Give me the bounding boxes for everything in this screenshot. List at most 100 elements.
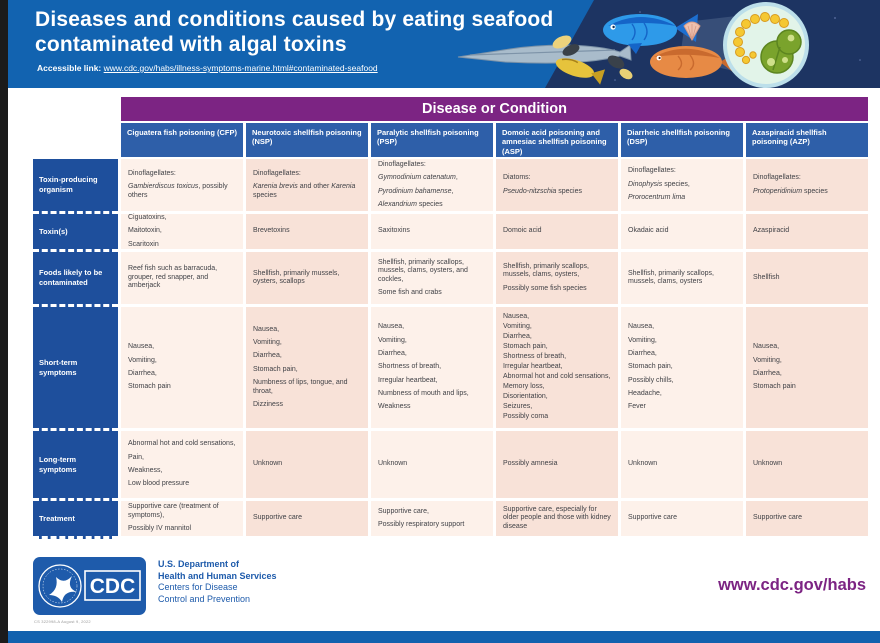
dept-line: Health and Human Services [158,570,277,581]
table-cell: Nausea, Vomiting, Diarrhea, Stomach pain, Nu… [246,307,368,431]
cell-line: Stomach pain, [253,365,298,373]
cell-line: Headache, [628,390,662,398]
table-cell: Shellfish, primarily scallops, mussels, … [496,252,618,307]
table-cell: Unknown [371,431,493,501]
table-cell: Supportive care, Possibly respiratory sup… [371,501,493,539]
header-banner: Diseases and conditions caused by eating… [8,0,880,88]
cell-line: Numbness of mouth and lips, [378,390,469,398]
row-header-label: Toxin-producing organism [39,175,98,194]
table-cell: Nausea, Vomiting, Diarrhea, Stomach pain, Po… [621,307,743,431]
cell-line: Dinoflagellates: [378,160,426,168]
footer-website-link[interactable]: www.cdc.gov/habs [718,576,866,594]
column-header-6: Azaspiracid shellfish poisoning (AZP) [746,123,868,159]
table-cell: Shellfish [746,252,868,307]
cell-line: Prorocentrum lima [628,194,686,202]
table-cell: Dinoflagellates: Protoperidinium species [746,159,868,214]
cell-line: Shortness of breath, [503,353,567,361]
cell-line: Dinoflagellates: [253,169,301,177]
cell-line: Shellfish, primarily mussels, oysters, s… [253,269,340,285]
cell-line: Scaritoxin [128,240,159,248]
cell-line: Abnormal hot and cold sensations, [503,373,611,381]
row-header-label: Treatment [39,513,75,523]
cell-line: Unknown [628,460,658,468]
cell-line: Possibly respiratory support [378,521,465,528]
cell-line: Possibly coma [503,413,549,421]
cell-line: Nausea, [128,343,155,351]
cell-line: Supportive care (treatment of symptoms), [128,503,219,519]
cell-line: Irregular heartbeat, [378,376,438,384]
table-cell: Supportive care [621,501,743,539]
cell-line: Diarrhea, [253,352,282,360]
cell-line: Supportive care, especially for older pe… [503,505,611,530]
column-header-1: Ciguatera fish poisoning (CFP) [121,123,243,159]
algae-cells-icon [760,29,802,74]
cell-line: Nausea, [378,323,405,331]
row-header-label: Long-term symptoms [39,454,77,474]
cell-line: Stomach pain [753,383,796,391]
accessible-link-label: Accessible link: [37,63,102,73]
cell-line: Domoic acid [503,227,542,235]
table-cell: Unknown [246,431,368,501]
cell-line: Stomach pain [128,383,171,391]
cell-line: Vomiting, [503,323,532,331]
yellow-fish-icon [555,58,606,85]
cell-line: Nausea, [628,323,655,331]
cell-line: Okadaic acid [628,227,669,235]
row-header-5: Long-term symptoms [33,431,118,501]
cell-line: Shellfish [753,273,780,281]
table-cell: Domoic acid [496,214,618,252]
cell-line: Weakness [378,403,411,411]
table-cell: Nausea, Vomiting, Diarrhea, Stomach pain [746,307,868,431]
cell-line: Nausea, [253,325,280,333]
cell-line: Reef fish such as barracuda, grouper, re… [128,265,218,290]
row-header-1: Toxin-producing organism [33,159,118,214]
table-cell: Abnormal hot and cold sensations, Pain, We… [121,431,243,501]
table-cell: Ciguatoxins, Maitotoxin, Scaritoxin [121,214,243,252]
column-header-2: Neurotoxic shellfish poisoning (NSP) [246,123,368,159]
cell-line: Gambierdiscus toxicus, possibly others [128,183,228,199]
cell-line: Pseudo-nitzschia species [503,187,582,195]
accessible-link-url[interactable]: www.cdc.gov/habs/illness-symptoms-marine… [103,63,378,73]
cell-line: Diarrhea, [128,370,157,377]
cell-line: Azaspiracid [753,227,790,235]
barracuda-icon [457,44,632,64]
table-cell: Shellfish, primarily mussels, oysters, s… [246,252,368,307]
table-cell: Dinoflagellates: Gymnodinium catenatum, Py… [371,159,493,214]
table-cell: Shellfish, primarily scallops, mussels, … [621,252,743,307]
row-header-label: Foods likely to be contaminated [39,268,103,287]
table-cell: Supportive care, especially for older pe… [496,501,618,539]
table-cell: Okadaic acid [621,214,743,252]
table-cell: Supportive care [246,501,368,539]
cell-line: Vomiting, [753,356,782,364]
cell-line: Diatoms: [503,174,531,182]
cell-line: Supportive care [253,514,303,522]
seafood-illustration [457,0,880,88]
cell-line: Supportive care [753,514,803,522]
cell-line: Diarrhea, [753,370,782,377]
cell-line: Low blood pressure [128,480,190,488]
cell-line: Protoperidinium species [753,187,828,195]
cell-line: Pain, [128,453,144,461]
row-header-label: Toxin(s) [39,226,68,236]
cell-line: Irregular heartbeat, [503,363,563,371]
cell-line: Shellfish, primarily scallops, mussels, … [503,262,589,279]
cell-line: Unknown [378,460,408,468]
cell-line: Ciguatoxins, [128,213,167,221]
left-edge-strip [0,0,8,643]
table-cell: Possibly amnesia [496,431,618,501]
disease-table: Disease or Condition Ciguatera fish poiso… [33,97,868,539]
cell-line: Dinophysis species, [628,180,690,188]
row-header-2: Toxin(s) [33,214,118,252]
cdc-letters: CDC [84,570,141,601]
page-title: Diseases and conditions caused by eating… [35,8,554,56]
cell-line: Possibly chills, [628,376,674,384]
algae-magnifier-icon [723,2,809,88]
column-header-4: Domoic acid poisoning and amnesiac shell… [496,123,618,159]
cell-line: Brevetoxins [253,227,290,235]
cell-line: Vomiting, [378,336,407,344]
cdc-logo: CDC [33,557,146,615]
cell-line: Alexandrium species [378,200,443,208]
cell-line: Vomiting, [128,356,157,364]
cell-line: Weakness, [128,467,163,474]
